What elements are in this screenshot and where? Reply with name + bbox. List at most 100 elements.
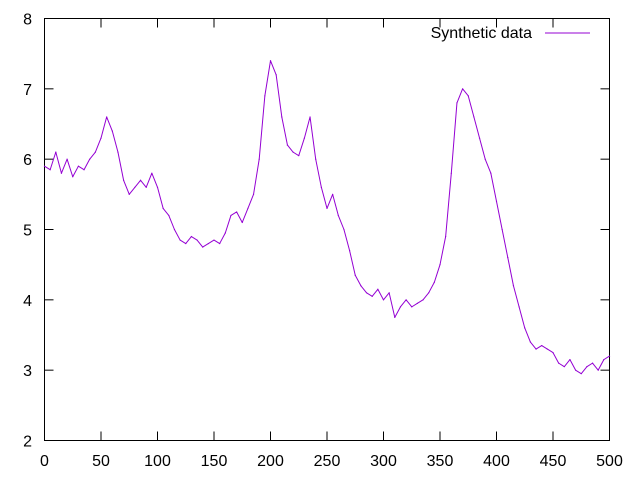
data-point bbox=[337, 214, 339, 217]
y-tick-label: 6 bbox=[23, 152, 32, 169]
data-point bbox=[128, 193, 130, 195]
y-tick-label: 4 bbox=[23, 293, 32, 310]
data-point bbox=[179, 239, 181, 241]
data-point bbox=[377, 288, 379, 290]
data-point bbox=[123, 179, 125, 181]
data-point bbox=[608, 355, 611, 357]
data-point bbox=[563, 366, 565, 368]
y-tick-label: 2 bbox=[23, 434, 32, 451]
data-point bbox=[213, 239, 215, 241]
data-point bbox=[490, 172, 492, 174]
data-point bbox=[529, 341, 532, 343]
data-point bbox=[462, 88, 464, 90]
data-point bbox=[77, 165, 79, 167]
data-point bbox=[388, 292, 390, 294]
data-point bbox=[473, 116, 475, 118]
data-point bbox=[89, 158, 91, 160]
data-point bbox=[405, 299, 407, 301]
data-point bbox=[371, 295, 373, 297]
data-point bbox=[484, 158, 486, 160]
data-point bbox=[224, 232, 226, 234]
data-point bbox=[495, 200, 498, 202]
data-point bbox=[139, 179, 142, 181]
x-tick-label: 500 bbox=[596, 453, 623, 470]
y-tick-label: 5 bbox=[23, 223, 32, 240]
data-point bbox=[575, 369, 577, 371]
data-point bbox=[450, 172, 452, 174]
data-point bbox=[66, 158, 68, 160]
x-tick-label: 150 bbox=[201, 453, 228, 470]
x-tick-label: 400 bbox=[483, 453, 510, 470]
data-point bbox=[507, 257, 509, 259]
data-point bbox=[196, 239, 198, 241]
data-point bbox=[219, 242, 221, 245]
data-point bbox=[535, 348, 537, 350]
data-point bbox=[111, 130, 113, 132]
data-point bbox=[597, 369, 599, 371]
data-point bbox=[433, 281, 435, 283]
data-point bbox=[298, 155, 300, 157]
data-point bbox=[399, 306, 402, 308]
data-point bbox=[275, 74, 277, 76]
data-point bbox=[286, 144, 289, 146]
data-point bbox=[185, 242, 187, 245]
x-tick-label: 250 bbox=[314, 453, 341, 470]
x-tick-label: 0 bbox=[40, 453, 49, 470]
data-point bbox=[320, 186, 322, 188]
data-point bbox=[394, 316, 396, 319]
data-point bbox=[145, 186, 147, 188]
data-point bbox=[173, 228, 176, 231]
data-point bbox=[241, 221, 243, 224]
x-tick-label: 100 bbox=[144, 453, 171, 470]
data-point bbox=[162, 207, 164, 209]
data-point bbox=[202, 246, 204, 248]
data-point bbox=[445, 235, 447, 238]
data-point bbox=[591, 362, 594, 364]
data-point bbox=[309, 116, 311, 118]
data-point bbox=[60, 172, 63, 174]
data-point bbox=[411, 306, 413, 308]
data-point bbox=[552, 351, 554, 354]
series-group bbox=[43, 60, 611, 375]
data-point bbox=[117, 151, 119, 153]
y-tick-label: 7 bbox=[23, 82, 32, 99]
data-point bbox=[382, 299, 385, 301]
data-point bbox=[326, 207, 328, 209]
data-point bbox=[467, 95, 469, 97]
y-tick-label: 8 bbox=[23, 12, 32, 29]
data-point bbox=[501, 228, 503, 231]
data-point bbox=[558, 362, 560, 364]
data-point bbox=[546, 348, 548, 350]
data-point bbox=[303, 137, 305, 139]
data-point bbox=[236, 211, 238, 213]
data-point bbox=[72, 176, 74, 178]
data-point bbox=[168, 214, 170, 217]
data-point bbox=[360, 285, 362, 287]
legend: Synthetic data bbox=[431, 25, 590, 42]
data-point bbox=[100, 137, 102, 139]
data-point bbox=[541, 344, 543, 347]
data-point bbox=[428, 292, 430, 294]
data-point bbox=[190, 235, 192, 238]
data-point bbox=[416, 302, 418, 304]
x-tick-label: 450 bbox=[540, 453, 567, 470]
data-point bbox=[134, 186, 136, 188]
x-tick-label: 50 bbox=[92, 453, 110, 470]
data-point bbox=[156, 186, 159, 188]
data-point bbox=[603, 359, 605, 361]
data-point bbox=[354, 274, 356, 276]
data-point bbox=[106, 116, 108, 118]
data-point bbox=[524, 327, 526, 329]
data-point bbox=[343, 228, 345, 231]
data-point bbox=[252, 193, 255, 195]
data-point bbox=[315, 158, 317, 160]
data-point bbox=[586, 366, 588, 368]
y-tick-label: 3 bbox=[23, 363, 32, 380]
data-point bbox=[439, 264, 441, 266]
data-point bbox=[569, 359, 571, 361]
data-point bbox=[332, 193, 334, 195]
legend-label: Synthetic data bbox=[431, 25, 533, 42]
data-point bbox=[207, 242, 209, 245]
